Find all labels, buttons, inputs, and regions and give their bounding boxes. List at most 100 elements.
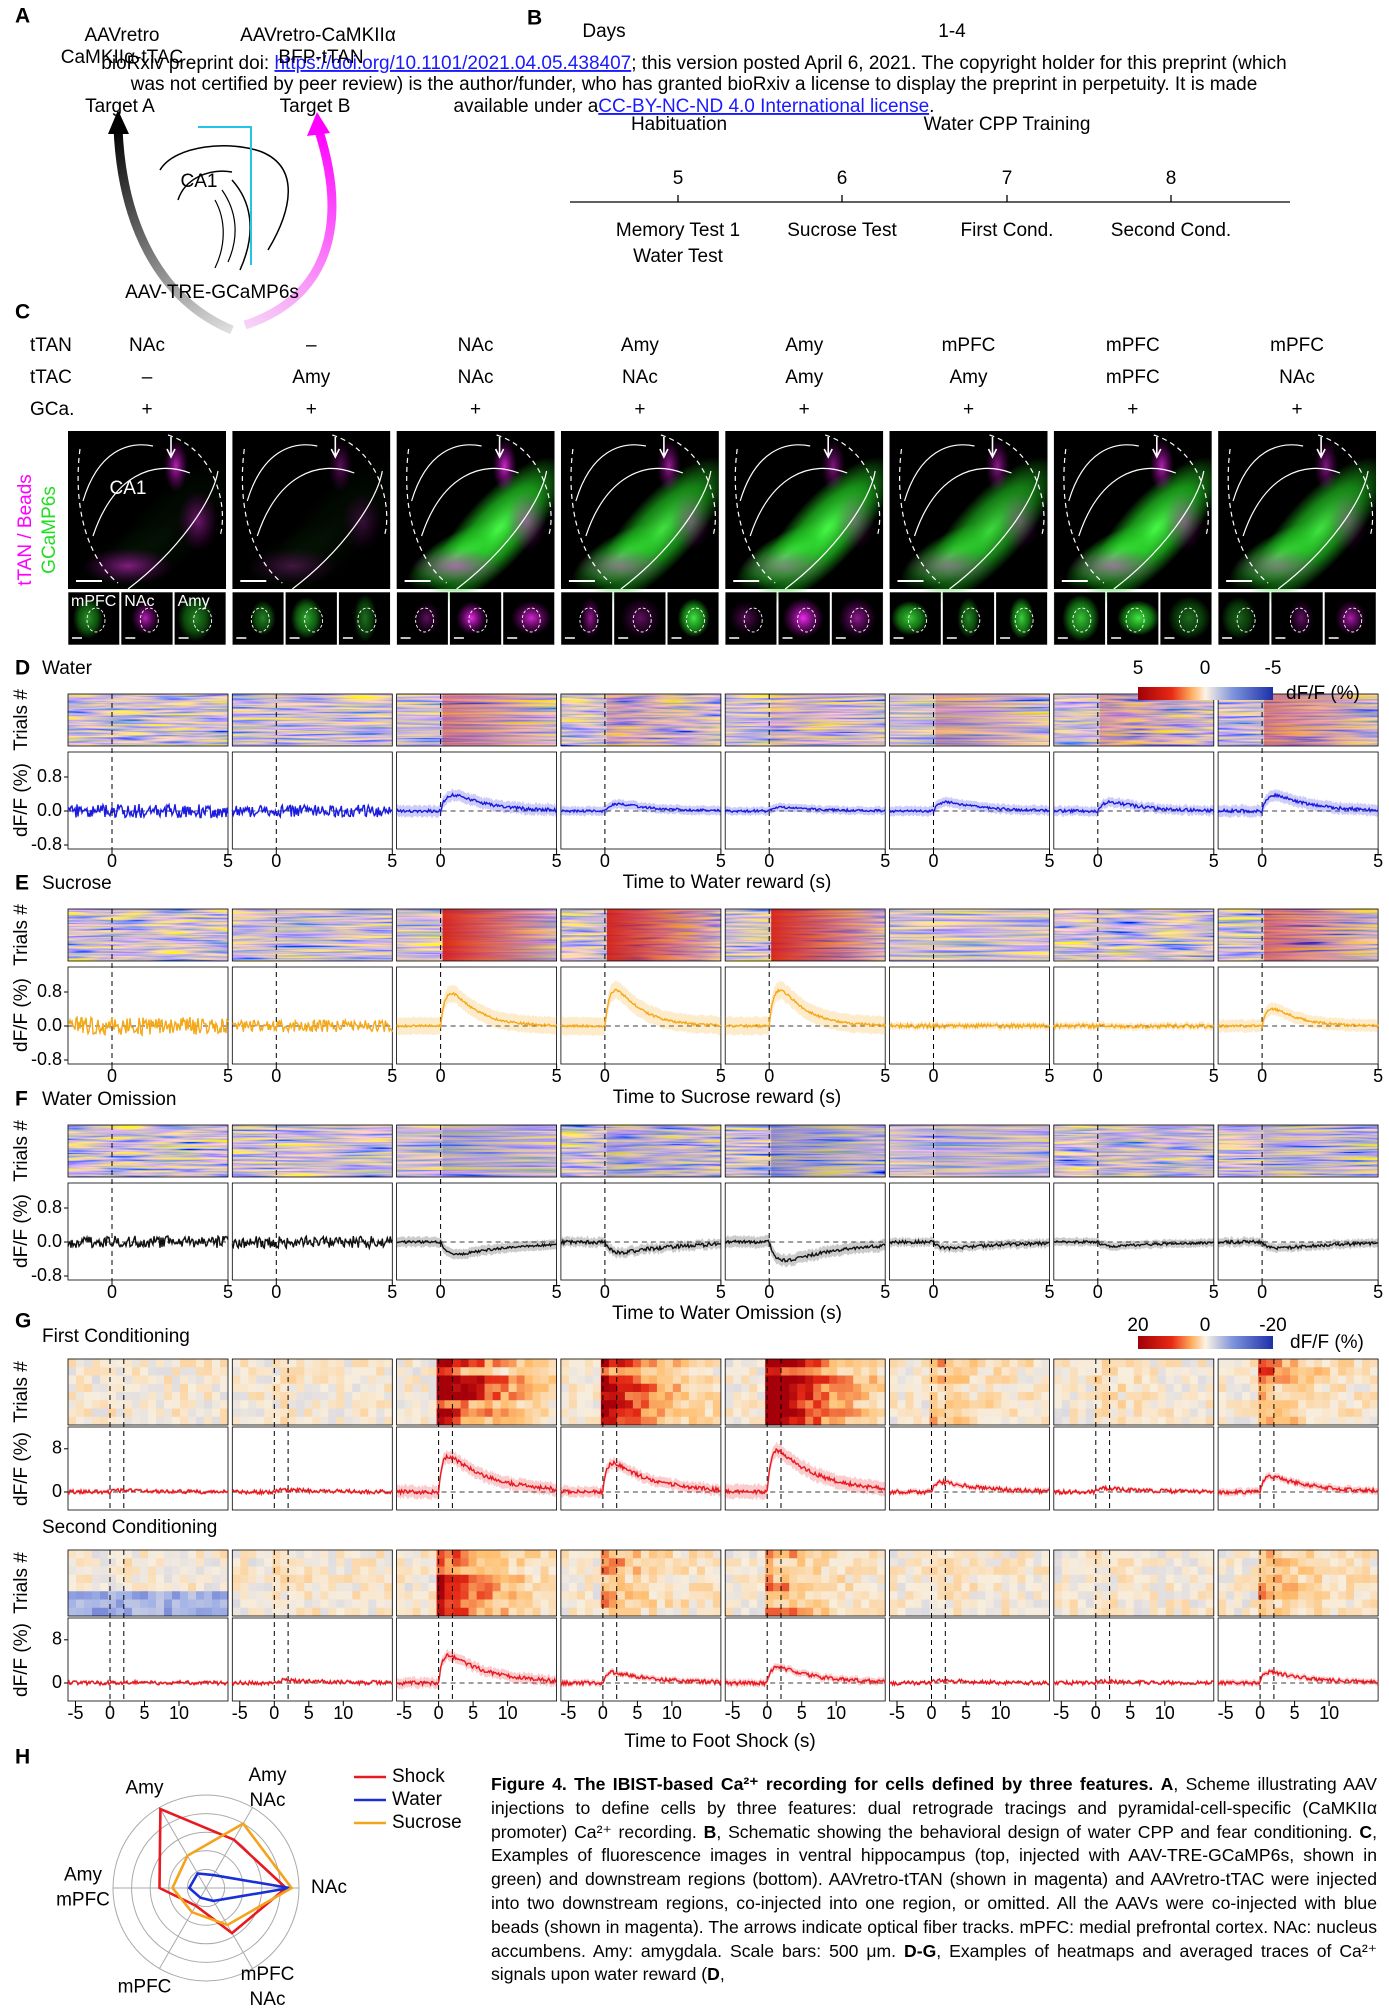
heatmap-cell <box>1234 1591 1242 1600</box>
label: dF/F (%) <box>11 978 32 1052</box>
heatmap-cell <box>1218 1575 1226 1584</box>
heatmap-cell <box>1290 1583 1298 1592</box>
heatmap-cell <box>1282 1367 1290 1376</box>
heatmap-cell <box>649 1600 657 1609</box>
heatmap-cell <box>962 1376 970 1385</box>
heatmap-cell <box>1282 1376 1290 1385</box>
heatmap-cell <box>789 1367 797 1376</box>
heatmap-cell <box>429 1608 437 1617</box>
heatmap-cell <box>84 1392 92 1401</box>
heatmap-cell <box>148 1591 156 1600</box>
heatmap-cell <box>601 1400 609 1409</box>
heatmap-cell <box>906 1392 914 1401</box>
heatmap-cell <box>525 1591 533 1600</box>
heatmap-cell <box>124 1376 132 1385</box>
heatmap-cell <box>312 1600 320 1609</box>
heatmap-cell <box>477 1558 485 1567</box>
heatmap-cell <box>733 1591 741 1600</box>
heatmap-cell <box>204 1359 212 1368</box>
heatmap-cell <box>1102 1367 1110 1376</box>
heatmap-cell <box>509 1567 517 1576</box>
heatmap-cell <box>725 1400 733 1409</box>
heatmap-cell <box>76 1409 84 1418</box>
label: 0.0 <box>37 1231 62 1251</box>
heatmap-cell <box>368 1376 376 1385</box>
heatmap-cell <box>1166 1591 1174 1600</box>
heatmap-cell <box>76 1567 84 1576</box>
heatmap-cell <box>336 1550 344 1559</box>
heatmap-cell <box>1158 1359 1166 1368</box>
heatmap-cell <box>1190 1583 1198 1592</box>
heatmap-cell <box>413 1608 421 1617</box>
heatmap-cell <box>609 1359 617 1368</box>
heatmap-cell <box>1094 1367 1102 1376</box>
heatmap-cell <box>336 1567 344 1576</box>
label: 5 <box>304 1703 314 1723</box>
heatmap-cell <box>633 1400 641 1409</box>
heatmap-cell <box>1150 1392 1158 1401</box>
heatmap-cell <box>1142 1376 1150 1385</box>
heatmap-cell <box>1086 1384 1094 1393</box>
heatmap-cell <box>336 1608 344 1617</box>
heatmap-cell <box>970 1376 978 1385</box>
heatmap-cell <box>649 1583 657 1592</box>
heatmap-cell <box>100 1550 108 1559</box>
heatmap-cell <box>906 1550 914 1559</box>
heatmap-cell <box>946 1384 954 1393</box>
heatmap-cell <box>493 1384 501 1393</box>
heatmap-cell <box>140 1376 148 1385</box>
heatmap-cell <box>1322 1600 1330 1609</box>
heatmap-cell <box>453 1608 461 1617</box>
heatmap-cell <box>805 1392 813 1401</box>
heatmap-cell <box>1094 1600 1102 1609</box>
heatmap-cell <box>914 1591 922 1600</box>
heatmap-cell <box>92 1359 100 1368</box>
heatmap-cell <box>853 1591 861 1600</box>
heatmap-cell <box>821 1567 829 1576</box>
heatmap-cell <box>92 1384 100 1393</box>
heatmap-cell <box>248 1608 256 1617</box>
heatmap-cell <box>1026 1359 1034 1368</box>
heatmap-cell <box>453 1583 461 1592</box>
heatmap-cell <box>861 1392 869 1401</box>
heatmap-cell <box>877 1608 885 1617</box>
heatmap-cell <box>376 1550 384 1559</box>
heatmap-cell <box>877 1384 885 1393</box>
heatmap-cell <box>445 1575 453 1584</box>
inset-signal <box>1221 597 1256 640</box>
heatmap-cell <box>1174 1359 1182 1368</box>
heatmap-cell <box>1190 1384 1198 1393</box>
heatmap-cell <box>437 1550 445 1559</box>
heatmap-cell <box>156 1591 164 1600</box>
label: 0 <box>600 851 610 871</box>
heatmap-cell <box>681 1558 689 1567</box>
label: -0.8 <box>31 1049 62 1069</box>
heatmap-cell <box>1118 1575 1126 1584</box>
heatmap-cell <box>577 1608 585 1617</box>
heatmap-cell <box>116 1392 124 1401</box>
heatmap-cell <box>609 1567 617 1576</box>
heatmap-cell <box>853 1359 861 1368</box>
label: 10 <box>1155 1703 1175 1723</box>
heatmap-cell <box>132 1575 140 1584</box>
heatmap-cell <box>1010 1567 1018 1576</box>
heatmap-cell <box>1282 1409 1290 1418</box>
heatmap-cell <box>312 1367 320 1376</box>
heatmap-cell <box>1026 1384 1034 1393</box>
heatmap-cell <box>705 1583 713 1592</box>
heatmap-cell <box>1158 1409 1166 1418</box>
heatmap-cell <box>1158 1583 1166 1592</box>
heatmap-cell <box>477 1409 485 1418</box>
label: mPFC <box>1106 367 1160 388</box>
heatmap-cell <box>781 1600 789 1609</box>
heatmap-cell <box>1174 1600 1182 1609</box>
heatmap-cell <box>1034 1583 1042 1592</box>
heatmap-cell <box>906 1409 914 1418</box>
heatmap-cell <box>485 1384 493 1393</box>
heatmap-cell <box>368 1558 376 1567</box>
heatmap-cell <box>445 1417 453 1426</box>
heatmap-cell <box>906 1367 914 1376</box>
heatmap-cell <box>1198 1400 1206 1409</box>
heatmap-cell <box>986 1392 994 1401</box>
heatmap-cell <box>1182 1608 1190 1617</box>
